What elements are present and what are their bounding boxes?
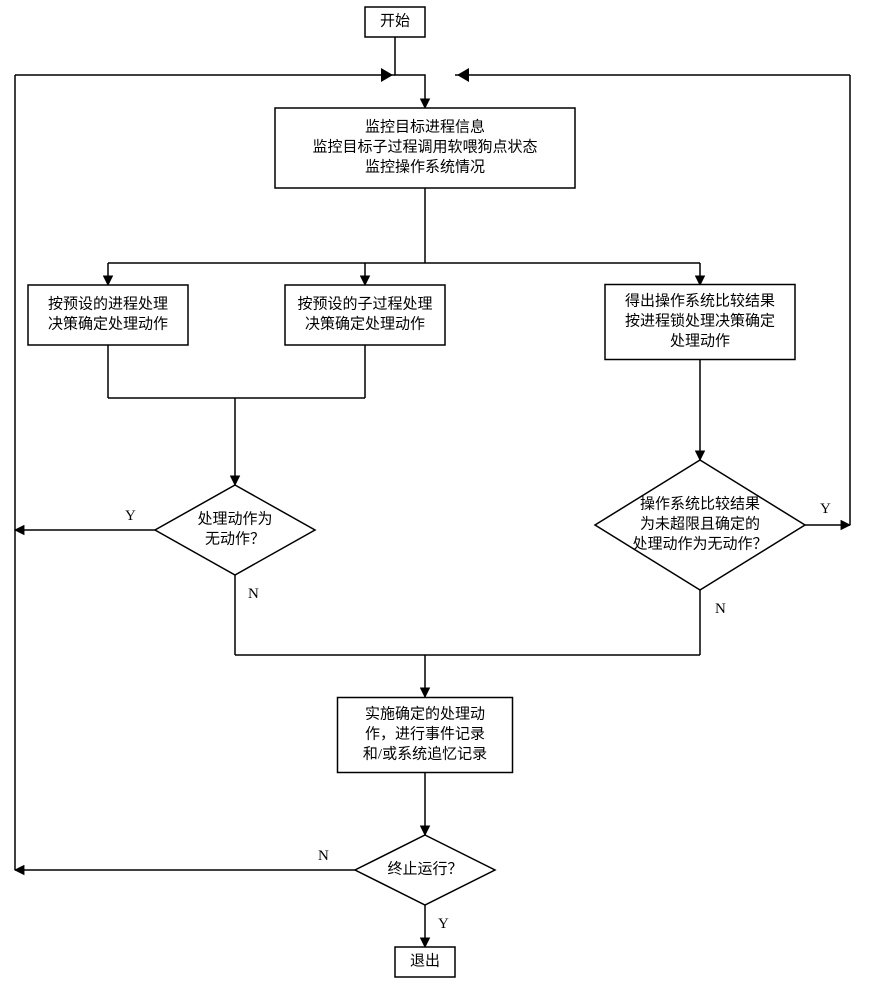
edge-label-11: Y [125, 508, 136, 524]
node-monitor-line1: 监控目标子过程调用软喂狗点状态 [312, 138, 537, 155]
node-osres: 得出操作系统比较结果按进程锁处理决策确定处理动作 [605, 285, 795, 360]
node-dec2-line2: 处理动作为无动作？ [632, 535, 767, 552]
nodes-layer: 开始监控目标进程信息监控目标子过程调用软喂狗点状态监控操作系统情况按预设的进程处… [28, 7, 805, 977]
node-dec1-line1: 无动作？ [205, 530, 265, 547]
node-dec1-line0: 处理动作为 [197, 510, 272, 527]
node-exit: 退出 [395, 947, 455, 977]
node-impl-line1: 作，进行事件记录 [365, 725, 485, 742]
node-osres-line1: 按进程锁处理决策确定 [625, 312, 775, 329]
node-subproc: 按预设的子过程处理决策确定处理动作 [285, 285, 445, 345]
node-impl-line0: 实施确定的处理动 [365, 705, 485, 722]
node-proc-line0: 按预设的进程处理 [48, 295, 168, 312]
node-dec2: 操作系统比较结果为未超限且确定的处理动作为无动作？ [595, 460, 805, 590]
edge-label-14: N [715, 601, 726, 617]
edge-label-12: N [248, 586, 259, 602]
edge-label-19: Y [438, 916, 449, 932]
node-dec3: 终止运行？ [355, 835, 495, 905]
node-dec3-line0: 终止运行？ [387, 860, 462, 877]
node-impl-line2: 和/或系统追忆记录 [363, 745, 487, 762]
node-exit-line0: 退出 [410, 952, 440, 969]
edge-label-13: Y [820, 501, 831, 517]
loop-join-arrow-25 [457, 68, 469, 82]
edge-label-18: N [318, 848, 329, 864]
node-subproc-line1: 决策确定处理动作 [305, 315, 425, 332]
flowchart-canvas: 开始监控目标进程信息监控目标子过程调用软喂狗点状态监控操作系统情况按预设的进程处… [0, 0, 870, 1000]
node-proc-line1: 决策确定处理动作 [48, 315, 168, 332]
loop-join-arrow-24 [381, 68, 393, 82]
node-start: 开始 [365, 7, 425, 37]
edge-start-bottom [395, 37, 425, 108]
node-osres-line0: 得出操作系统比较结果 [625, 291, 775, 309]
node-dec2-line0: 操作系统比较结果 [640, 494, 760, 512]
node-osres-line2: 处理动作 [670, 332, 730, 349]
node-dec1: 处理动作为无动作？ [155, 485, 315, 575]
node-monitor-line0: 监控目标进程信息 [365, 118, 485, 135]
node-proc: 按预设的进程处理决策确定处理动作 [28, 285, 188, 345]
node-monitor-line2: 监控操作系统情况 [365, 158, 485, 175]
node-monitor: 监控目标进程信息监控目标子过程调用软喂狗点状态监控操作系统情况 [275, 108, 575, 188]
node-start-line0: 开始 [380, 12, 410, 29]
node-subproc-line0: 按预设的子过程处理 [297, 295, 432, 312]
node-dec2-line1: 为未超限且确定的 [640, 515, 760, 532]
node-impl: 实施确定的处理动作，进行事件记录和/或系统追忆记录 [338, 698, 513, 773]
